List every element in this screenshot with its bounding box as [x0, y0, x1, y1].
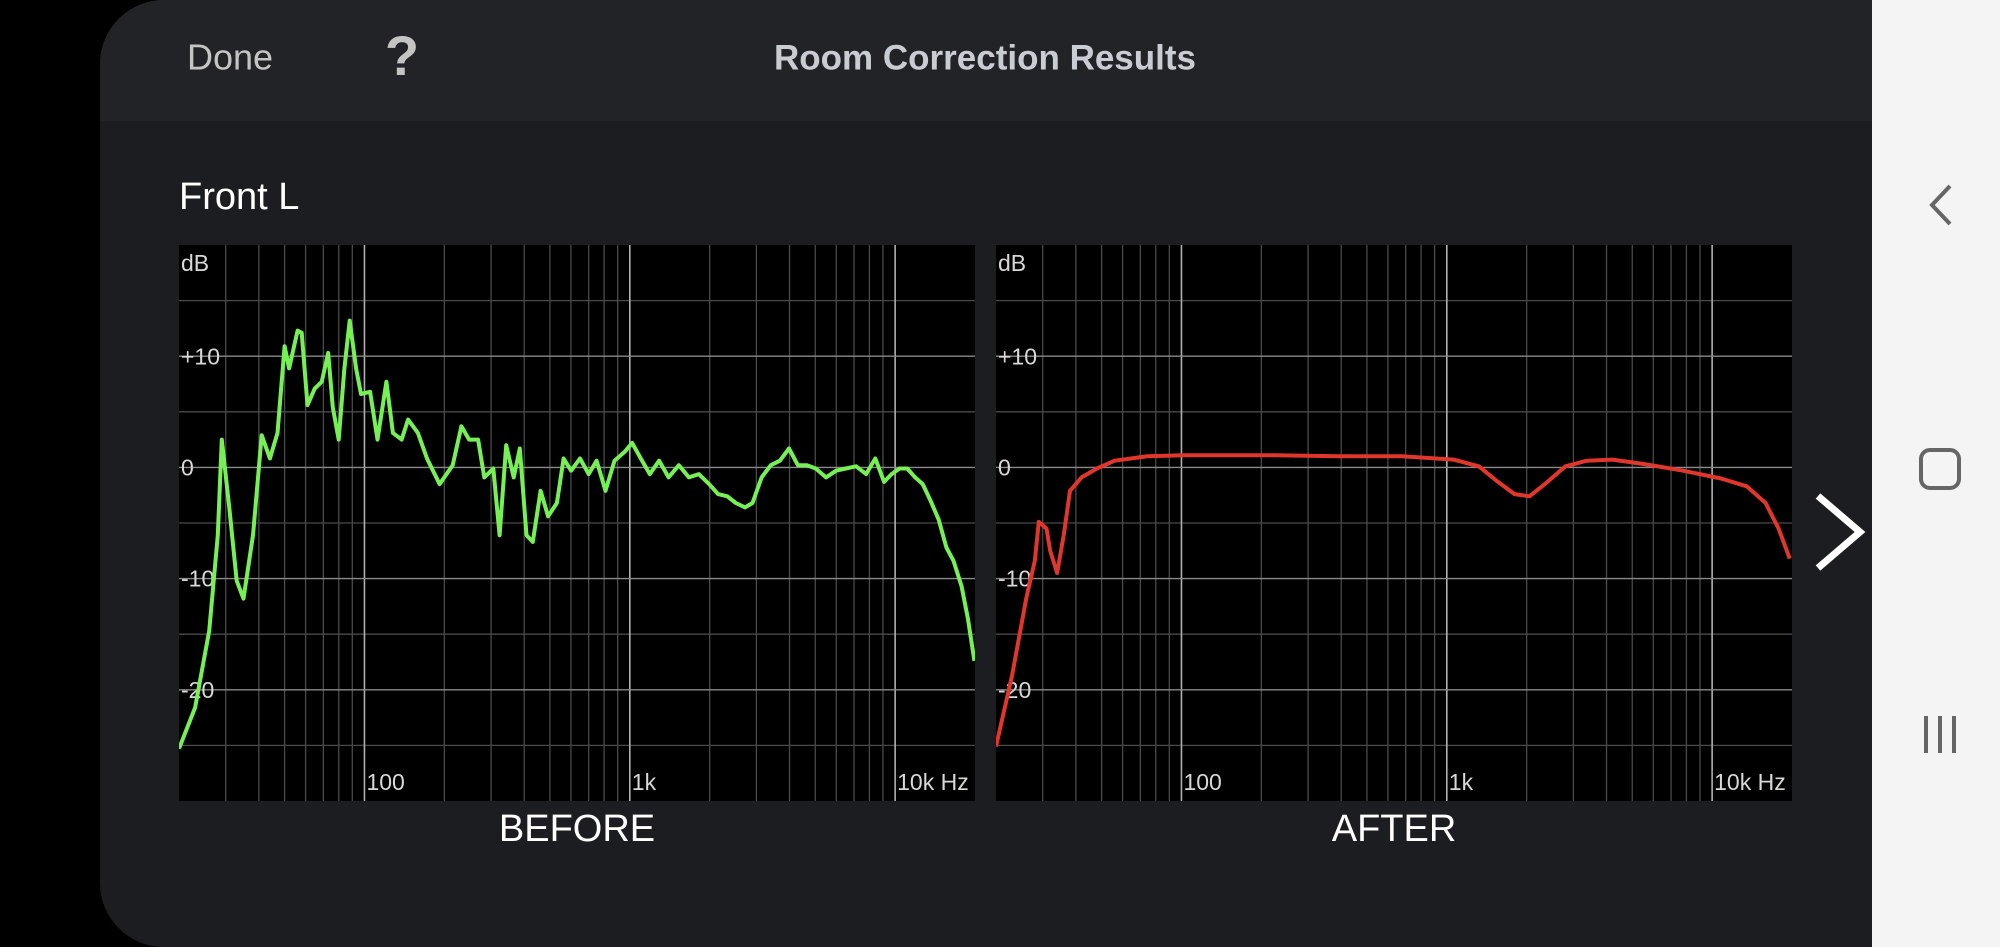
plot-lines	[179, 318, 975, 750]
y-tick-label: -10	[998, 566, 1031, 592]
charts: 100 1k 10k Hz +10 0 -10 -20 dB BEFORE 100 1k 10k Hz…	[179, 245, 1792, 850]
help-button[interactable]: ?	[385, 24, 419, 87]
nav-recents[interactable]	[1924, 716, 1956, 753]
y-tick-label: 0	[181, 454, 194, 480]
x-tick-label: 100	[1183, 769, 1221, 795]
x-tick-label: 1k	[1449, 769, 1474, 795]
x-tick-label: 10k Hz	[1714, 769, 1786, 795]
nav-back[interactable]	[1929, 184, 1952, 226]
nav-bar	[1872, 0, 2000, 947]
y-tick-label: +10	[181, 343, 220, 369]
page-title: Room Correction Results	[774, 38, 1196, 77]
header-bar	[100, 0, 1872, 121]
chart-title: BEFORE	[499, 808, 655, 850]
y-tick-label: 0	[998, 454, 1011, 480]
y-axis-label: dB	[998, 250, 1026, 276]
y-axis-label: dB	[181, 250, 209, 276]
y-tick-label: +10	[998, 343, 1037, 369]
x-tick-label: 1k	[632, 769, 657, 795]
x-tick-label: 10k Hz	[897, 769, 969, 795]
chart-title: AFTER	[1332, 808, 1457, 850]
done-button[interactable]: Done	[187, 37, 273, 78]
y-tick-label: -20	[998, 677, 1031, 703]
chart: 100 1k 10k Hz +10 0 -10 -20 dB AFTER	[996, 245, 1792, 850]
nav-home[interactable]	[1919, 448, 1961, 490]
response-line	[179, 318, 975, 750]
x-tick-label: 100	[366, 769, 404, 795]
channel-name: Front L	[179, 176, 299, 218]
plot-lines	[996, 453, 1792, 747]
response-line	[996, 453, 1792, 747]
next-button[interactable]	[1815, 493, 1866, 571]
y-tick-label: -10	[181, 566, 214, 592]
